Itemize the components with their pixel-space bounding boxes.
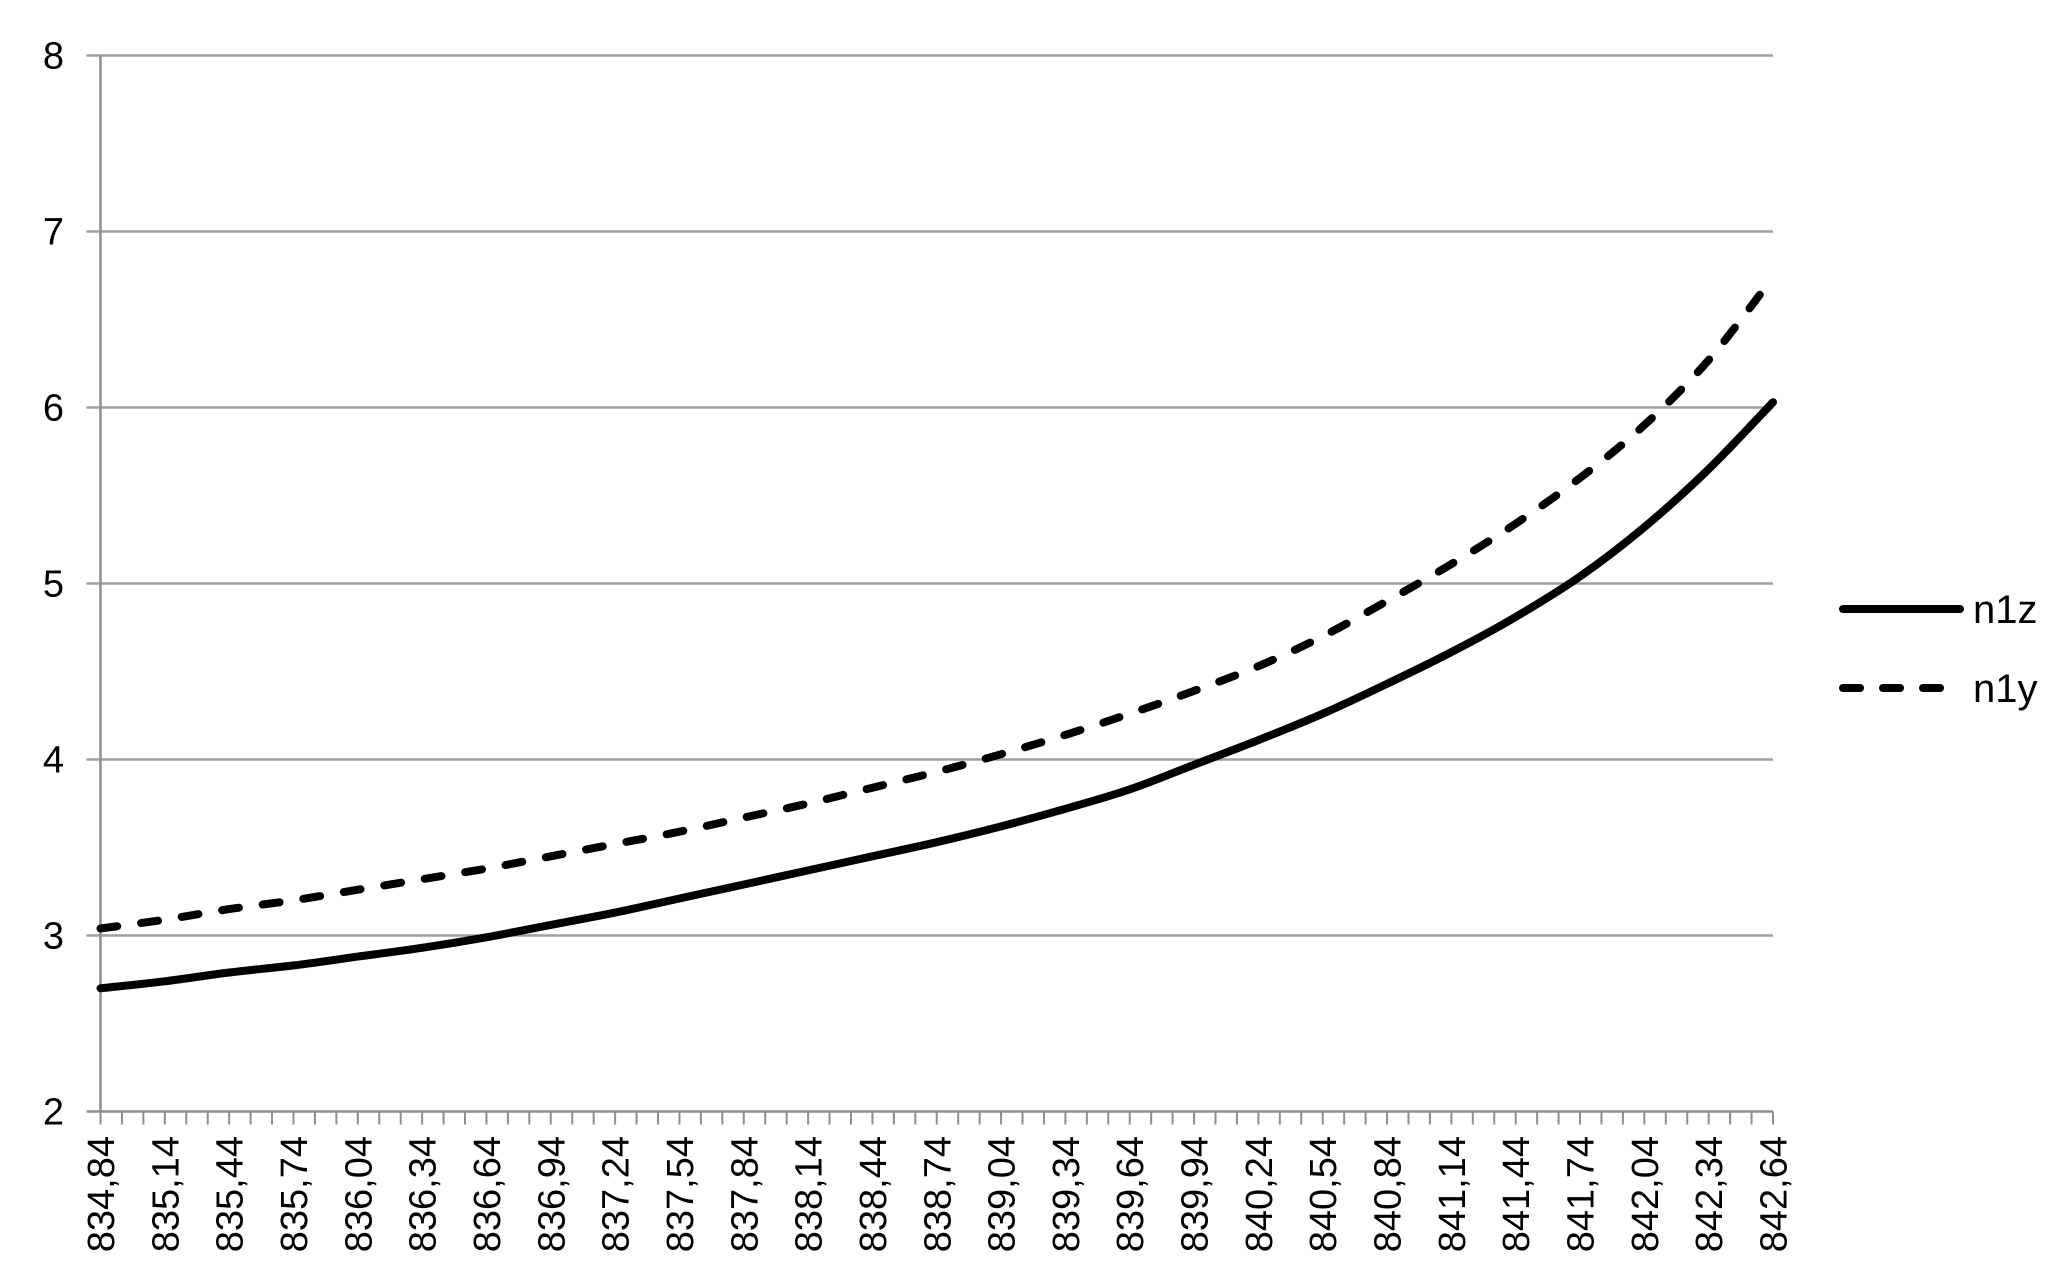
plot-area: 8 7 6 5 4 3 2 834,84 835,14 835,44 835,74 836,04 836… [43, 36, 1796, 1253]
x-axis-label: 841,74 [1561, 1136, 1603, 1252]
x-axis-label: 836,04 [338, 1136, 380, 1252]
x-axis-label: 839,04 [982, 1136, 1024, 1252]
y-axis-label: 4 [43, 740, 64, 782]
x-axis-label: 838,74 [917, 1136, 959, 1252]
series-line-n1z [96, 398, 1777, 993]
x-axis-label: 839,34 [1046, 1136, 1088, 1252]
y-axis-label: 7 [43, 212, 64, 254]
x-axis-label: 842,64 [1754, 1136, 1796, 1252]
x-axis-label: 837,54 [660, 1136, 702, 1252]
x-axis-label: 835,74 [274, 1136, 316, 1252]
y-axis-label: 5 [43, 564, 64, 606]
x-axis-label: 838,44 [853, 1136, 895, 1252]
x-axis-label: 838,14 [789, 1136, 831, 1252]
x-axis-label: 839,64 [1110, 1136, 1152, 1252]
x-axis-label: 841,44 [1496, 1136, 1538, 1252]
x-axis-label: 841,14 [1432, 1136, 1474, 1252]
x-axis-label: 837,84 [724, 1136, 766, 1252]
x-axis-label: 837,24 [596, 1136, 638, 1252]
x-axis-label: 836,64 [467, 1136, 509, 1252]
y-axis-label: 8 [43, 36, 64, 78]
x-axis-label: 839,94 [1175, 1136, 1217, 1252]
x-axis-label: 836,94 [531, 1136, 573, 1252]
y-axis-label: 3 [43, 916, 64, 958]
x-axis-label: 835,14 [145, 1136, 187, 1252]
x-axis-label: 842,34 [1689, 1136, 1731, 1252]
x-axis-label: 840,54 [1303, 1136, 1345, 1252]
x-axis-label: 842,04 [1625, 1136, 1667, 1252]
legend-label-n1y: n1y [1973, 667, 2038, 711]
x-axis-label: 835,44 [210, 1136, 252, 1252]
legend: n1z n1y [1839, 588, 2038, 711]
x-axis-label: 834,84 [81, 1136, 123, 1252]
y-axis-label: 6 [43, 388, 64, 430]
series-line-n1y [96, 273, 1777, 933]
x-axis-label: 840,84 [1368, 1136, 1410, 1252]
legend-label-n1z: n1z [1973, 588, 2038, 632]
x-axis-label: 840,24 [1239, 1136, 1281, 1252]
y-axis-label: 2 [43, 1092, 64, 1134]
x-axis-label: 836,34 [403, 1136, 445, 1252]
